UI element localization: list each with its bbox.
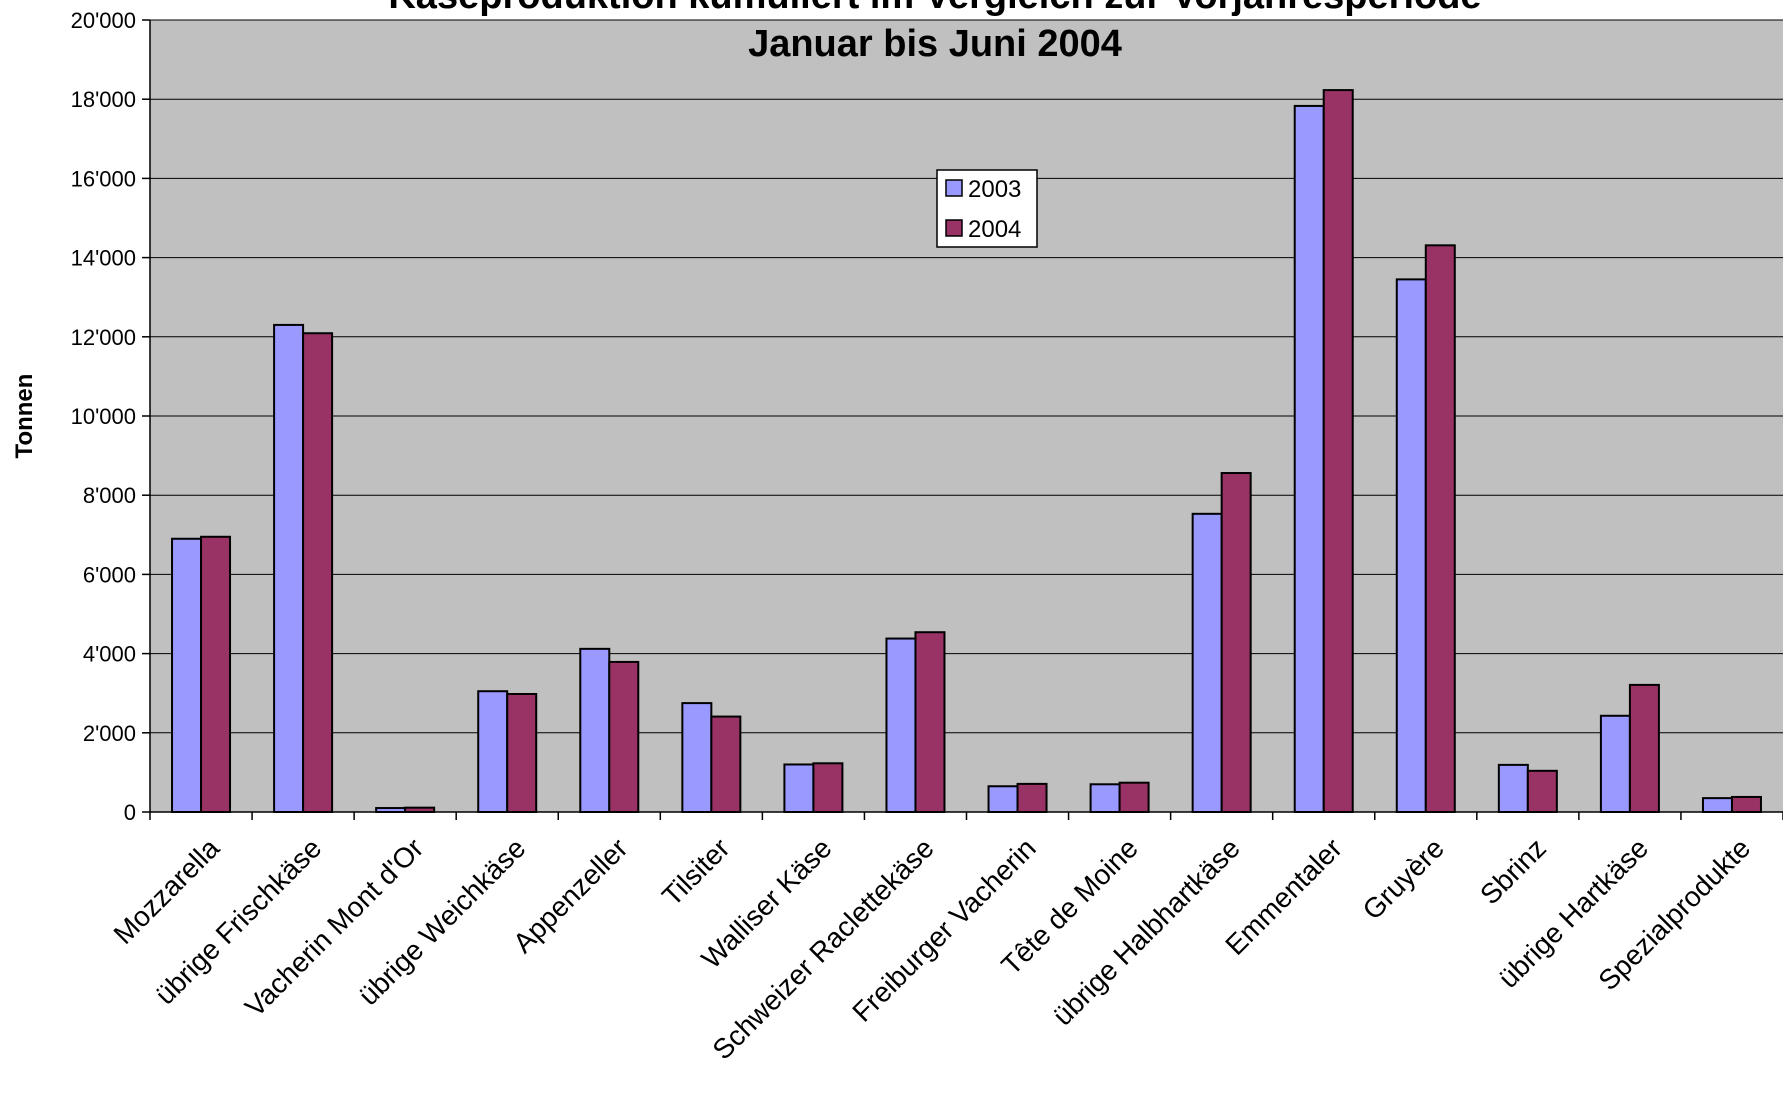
- bar-2004: [1016, 782, 1048, 813]
- y-tick-label: 16'000: [71, 166, 136, 191]
- bar-2004: [1322, 89, 1354, 814]
- bar-2004: [710, 715, 742, 814]
- x-tick-label: Sbrinz: [1474, 832, 1552, 910]
- x-tick-label: Vacherin Mont d'Or: [239, 832, 429, 1022]
- x-tick-label: Freiburger Vacherin: [846, 832, 1041, 1027]
- x-ticks: [149, 812, 1783, 820]
- bar-2003: [1293, 104, 1325, 813]
- bar-2003: [1497, 763, 1529, 813]
- bar-2004: [1220, 472, 1252, 813]
- y-tick-label: 14'000: [71, 246, 136, 271]
- y-tick-label: 20'000: [71, 8, 136, 33]
- bar-2004: [608, 660, 640, 814]
- bar-2004: [506, 692, 538, 814]
- bar-2003: [681, 702, 713, 813]
- bars: [171, 89, 1762, 814]
- bar-2003: [171, 537, 203, 813]
- gridlines: [150, 19, 1783, 734]
- y-tick-label: 10'000: [71, 404, 136, 429]
- bar-2004: [1118, 781, 1150, 813]
- bar-2003: [1599, 714, 1631, 813]
- bar-2004: [200, 535, 232, 814]
- legend: 2003 2004: [936, 169, 1038, 248]
- y-tick-label: 0: [124, 800, 136, 825]
- y-tick-label: 12'000: [71, 325, 136, 350]
- bar-2004: [812, 762, 844, 813]
- bar-2003: [1089, 783, 1121, 814]
- bar-2003: [1191, 512, 1223, 813]
- bar-2003: [885, 637, 917, 813]
- bar-2003: [579, 647, 611, 814]
- bar-2004: [1628, 683, 1660, 813]
- bar-2004: [1424, 244, 1456, 814]
- bar-2004: [914, 631, 946, 813]
- x-tick-label: Tilsiter: [656, 832, 735, 911]
- chart-title-line2: Januar bis Juni 2004: [748, 23, 1122, 65]
- legend-swatch-2003: [945, 179, 963, 197]
- legend-swatch-2004: [945, 219, 963, 237]
- bar-2003: [1701, 797, 1733, 814]
- bar-2003: [987, 785, 1019, 814]
- x-tick-label: Gruyère: [1357, 832, 1450, 925]
- bar-2004: [302, 332, 334, 813]
- y-axis-title: Tonnen: [11, 374, 38, 459]
- legend-label-2004: 2004: [968, 216, 1021, 243]
- x-tick-label: übrige Halbhartkäse: [1047, 832, 1246, 1031]
- bar-2004: [1730, 795, 1762, 814]
- y-tick-label: 2'000: [83, 721, 136, 746]
- y-tick-label: 6'000: [83, 562, 136, 587]
- bar-2003: [477, 690, 509, 813]
- bar-2003: [1395, 278, 1427, 813]
- y-ticks: 0 2'000 4'000 6'000 8'000 10'000 12'000 14'000 1…: [71, 8, 150, 825]
- bar-2003: [273, 323, 305, 813]
- chart-title-line1: Käseproduktion kumuliert im Vergleich zu…: [388, 0, 1481, 17]
- y-tick-label: 18'000: [71, 87, 136, 112]
- legend-label-2003: 2003: [968, 176, 1021, 203]
- bar-2003: [783, 763, 815, 813]
- bar-2004: [1526, 769, 1558, 813]
- y-tick-label: 4'000: [83, 642, 136, 667]
- y-tick-label: 8'000: [83, 483, 136, 508]
